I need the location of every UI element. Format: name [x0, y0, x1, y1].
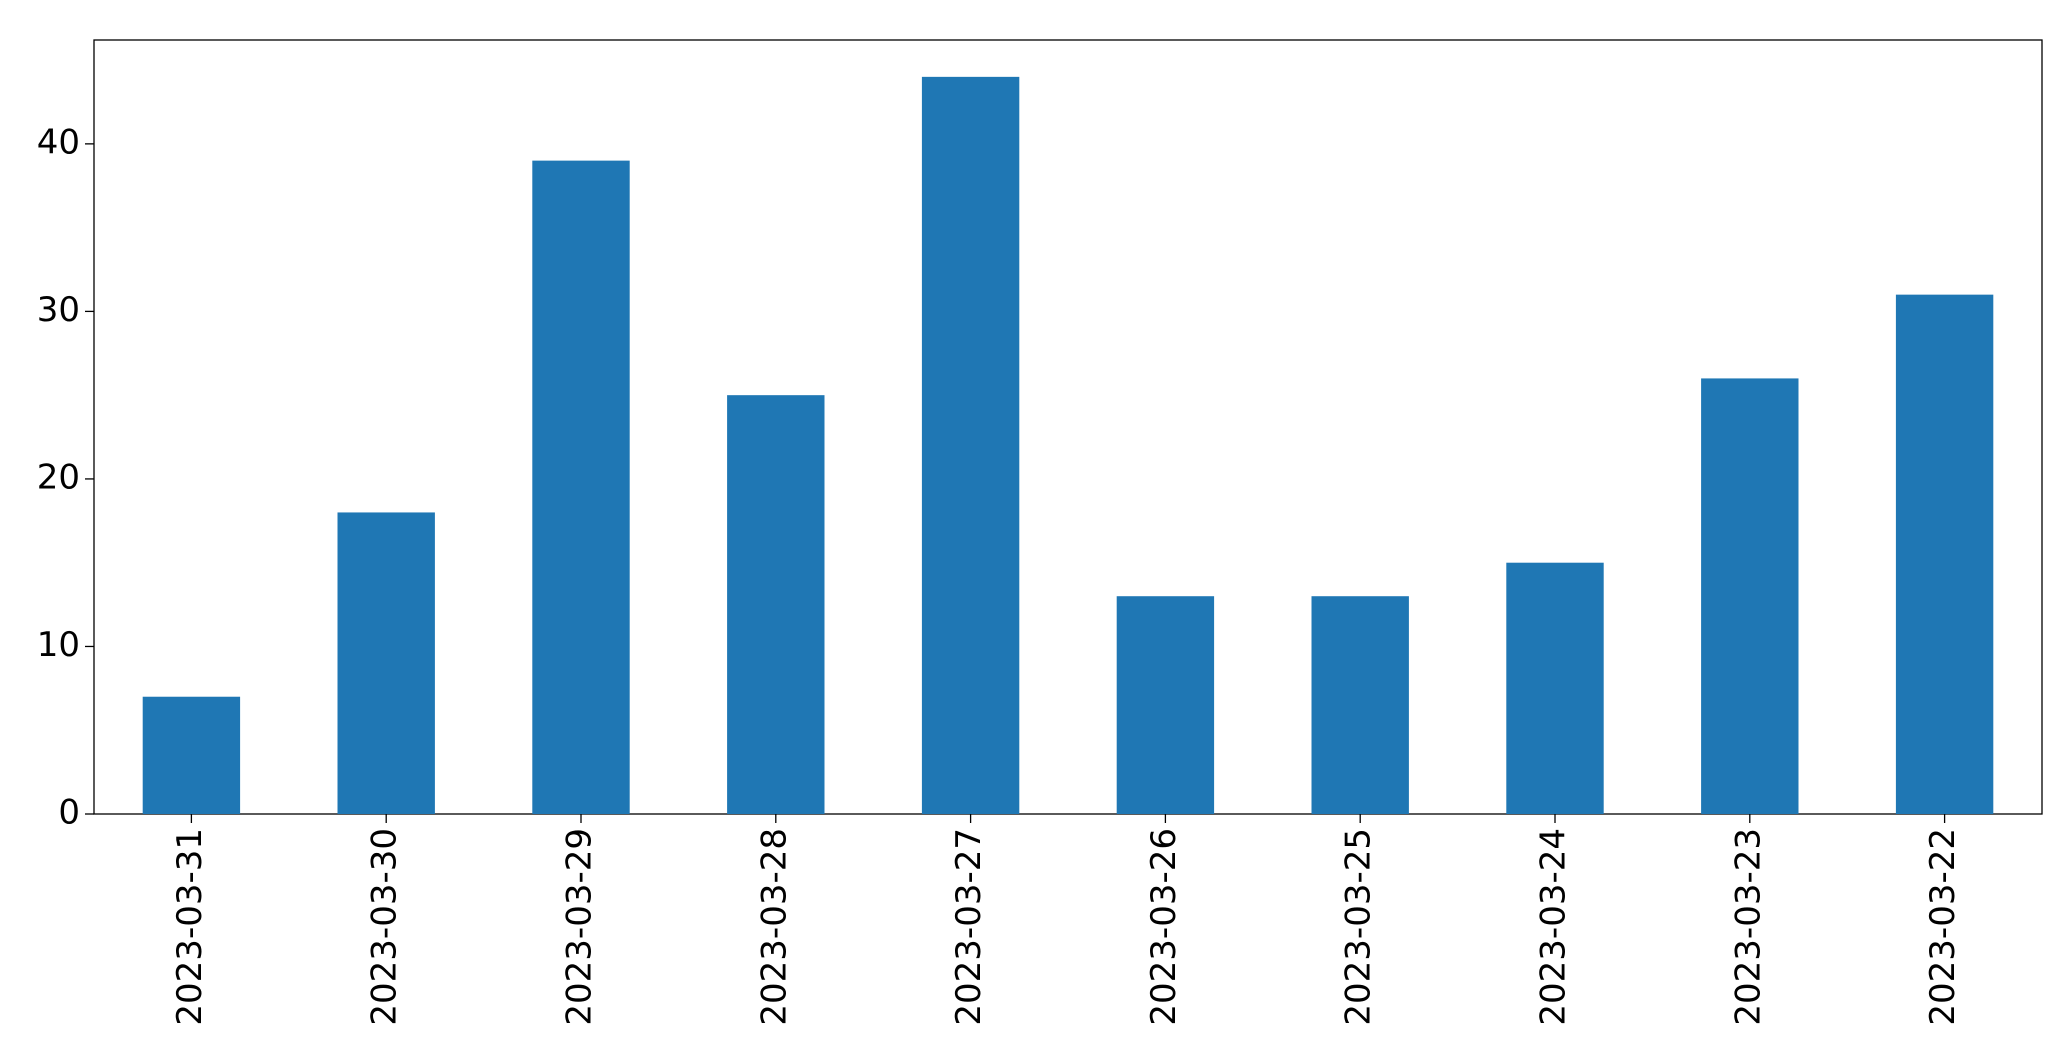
y-tick-label: 0 — [58, 793, 80, 833]
bar — [532, 160, 630, 814]
x-tick-label: 2023-03-24 — [1534, 828, 1574, 1026]
bar — [1701, 378, 1799, 814]
x-tick-label: 2023-03-31 — [170, 828, 210, 1026]
y-tick-label: 20 — [37, 457, 80, 497]
x-tick-label: 2023-03-28 — [754, 828, 794, 1026]
bar — [921, 76, 1020, 815]
x-tick-label: 2023-03-30 — [365, 828, 405, 1026]
bar — [727, 395, 825, 814]
bar — [1895, 294, 1994, 814]
plot-frame — [93, 39, 2043, 815]
x-tick-label: 2023-03-26 — [1144, 828, 1184, 1026]
x-tick-label: 2023-03-25 — [1339, 828, 1379, 1026]
y-tick-label: 10 — [37, 625, 80, 665]
bar — [142, 696, 241, 814]
y-tick-label: 30 — [37, 290, 80, 330]
bar — [337, 512, 435, 814]
x-tick-label: 2023-03-29 — [560, 828, 600, 1026]
x-tick-label: 2023-03-27 — [949, 828, 989, 1026]
x-tick-label: 2023-03-23 — [1728, 828, 1768, 1026]
bar — [1116, 596, 1215, 814]
y-tick-label: 40 — [37, 122, 80, 162]
x-tick-label: 2023-03-22 — [1923, 828, 1963, 1026]
bar — [1506, 562, 1604, 814]
bar — [1311, 596, 1409, 814]
